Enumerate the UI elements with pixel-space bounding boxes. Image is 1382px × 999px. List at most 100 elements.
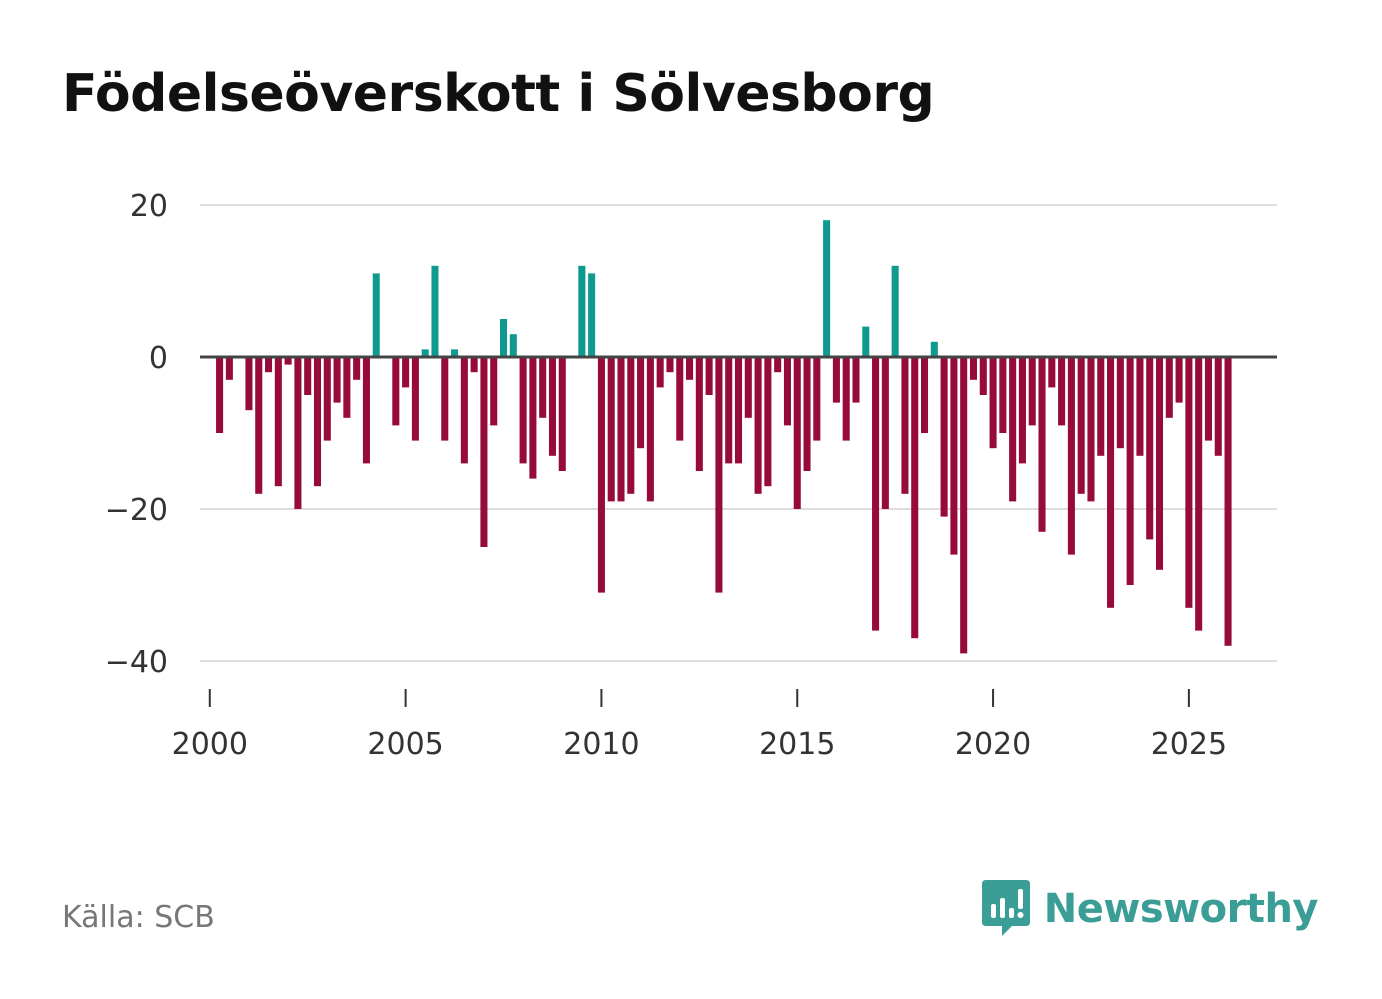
bar bbox=[705, 357, 713, 395]
bar bbox=[744, 357, 752, 418]
bar bbox=[529, 357, 537, 479]
bar bbox=[686, 357, 694, 380]
x-tick-label: 2010 bbox=[563, 727, 639, 762]
bar bbox=[676, 357, 684, 441]
bar bbox=[862, 326, 870, 357]
y-tick-label: 0 bbox=[149, 341, 168, 376]
bar bbox=[1038, 357, 1046, 532]
bar bbox=[294, 357, 302, 509]
bar bbox=[1107, 357, 1115, 608]
bar bbox=[656, 357, 664, 388]
source-note: Källa: SCB bbox=[62, 900, 215, 935]
bar bbox=[372, 273, 380, 357]
bar bbox=[245, 357, 253, 411]
bar bbox=[666, 357, 674, 373]
bar bbox=[333, 357, 341, 403]
bar bbox=[1204, 357, 1212, 441]
bar bbox=[715, 357, 723, 593]
bar bbox=[499, 319, 508, 357]
bar bbox=[1214, 357, 1222, 456]
bar bbox=[1195, 357, 1203, 631]
bar bbox=[989, 357, 997, 449]
x-tick-label: 2020 bbox=[955, 727, 1031, 762]
bar bbox=[1009, 357, 1017, 502]
bar bbox=[539, 357, 547, 418]
bar bbox=[1028, 357, 1036, 426]
bar bbox=[1146, 357, 1154, 540]
bar bbox=[725, 357, 733, 464]
bar bbox=[979, 357, 987, 395]
bar bbox=[646, 357, 654, 502]
bar bbox=[793, 357, 801, 509]
bar bbox=[1155, 357, 1164, 570]
bar bbox=[284, 357, 292, 365]
x-tick-label: 2025 bbox=[1151, 727, 1227, 762]
bar bbox=[921, 357, 929, 433]
bar bbox=[852, 357, 860, 403]
bar bbox=[1136, 357, 1144, 456]
gridlines bbox=[200, 204, 1277, 662]
bar bbox=[441, 357, 449, 441]
bar bbox=[911, 357, 919, 639]
bar bbox=[1067, 357, 1075, 555]
bar bbox=[754, 357, 762, 494]
bar bbox=[774, 357, 782, 373]
bar bbox=[1048, 357, 1056, 388]
bar bbox=[1175, 357, 1183, 403]
bar bbox=[265, 357, 273, 373]
chart-title: Födelseöverskott i Sölvesborg bbox=[62, 64, 935, 124]
bar bbox=[617, 357, 625, 502]
brand-name: Newsworthy bbox=[1043, 886, 1319, 932]
bar bbox=[1165, 357, 1173, 418]
bar bbox=[734, 357, 743, 464]
bar bbox=[558, 357, 566, 471]
bar bbox=[1018, 357, 1026, 464]
x-tick-label: 2005 bbox=[367, 727, 443, 762]
bar bbox=[588, 273, 596, 357]
bar bbox=[411, 357, 419, 441]
bar bbox=[460, 357, 468, 464]
bar bbox=[891, 265, 899, 357]
bar bbox=[431, 265, 439, 357]
bar bbox=[548, 357, 556, 456]
y-tick-label: 20 bbox=[130, 189, 168, 224]
bar bbox=[362, 357, 370, 464]
x-tick-label: 2015 bbox=[759, 727, 835, 762]
bar bbox=[323, 357, 331, 441]
y-tick-label: −20 bbox=[105, 493, 168, 528]
bar bbox=[1087, 357, 1095, 502]
bar bbox=[343, 357, 351, 418]
bar bbox=[1097, 357, 1105, 456]
bar bbox=[304, 357, 312, 395]
bar bbox=[421, 349, 429, 357]
bar bbox=[813, 357, 821, 441]
bar bbox=[519, 357, 527, 464]
bar bbox=[392, 357, 400, 426]
bars bbox=[216, 220, 1232, 654]
bar bbox=[480, 357, 488, 547]
bar bbox=[1224, 357, 1232, 646]
bar bbox=[627, 357, 635, 494]
bar bbox=[509, 334, 517, 357]
bar bbox=[490, 357, 498, 426]
bar bbox=[881, 357, 889, 509]
bar bbox=[225, 357, 233, 380]
bar bbox=[451, 349, 459, 357]
bar bbox=[695, 357, 703, 471]
brand-logo[interactable]: Newsworthy bbox=[980, 878, 1319, 940]
bar bbox=[940, 357, 948, 517]
bar bbox=[402, 357, 410, 388]
bar bbox=[470, 357, 478, 373]
bar bbox=[1058, 357, 1066, 426]
bar bbox=[832, 357, 840, 403]
bar bbox=[353, 357, 361, 380]
bar bbox=[637, 357, 645, 449]
newsworthy-icon bbox=[981, 880, 1030, 936]
bar bbox=[803, 357, 811, 471]
bar bbox=[1185, 357, 1193, 608]
y-tick-label: −40 bbox=[105, 645, 168, 680]
x-tick-label: 2000 bbox=[172, 727, 248, 762]
bar bbox=[783, 357, 791, 426]
bar bbox=[313, 357, 322, 487]
